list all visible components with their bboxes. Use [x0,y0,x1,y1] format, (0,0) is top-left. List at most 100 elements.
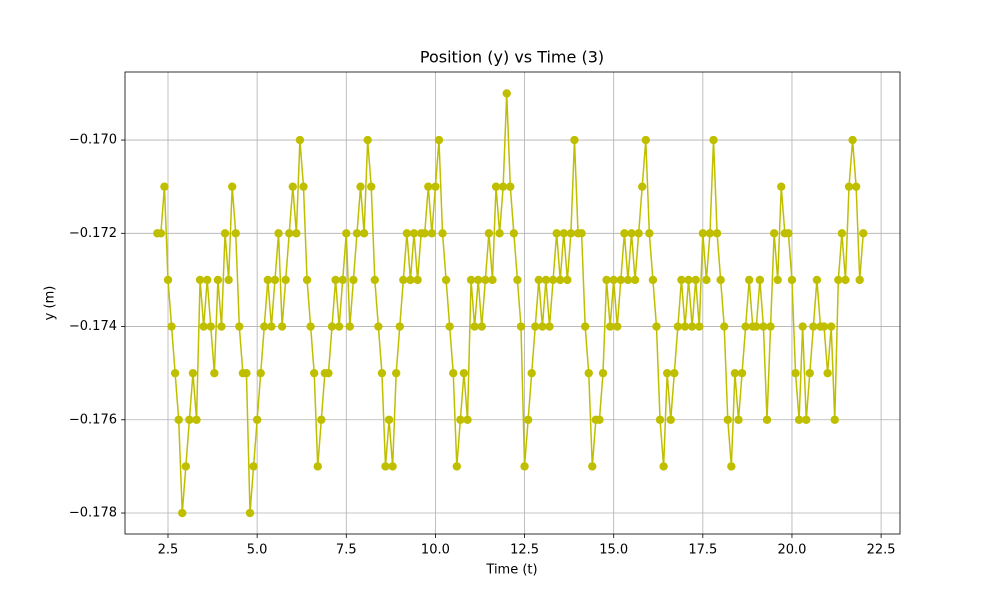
data-point [837,229,847,238]
data-point [830,415,839,424]
data-point [541,275,551,285]
data-point [691,275,700,285]
data-point [210,368,219,378]
data-point [292,229,301,238]
data-point [170,368,180,378]
data-point [577,229,586,238]
data-point [848,135,857,145]
data-point [498,182,508,191]
data-point [263,275,273,285]
data-point [477,322,486,331]
x-axis-label: Time (t) [485,563,537,578]
data-point [391,368,401,378]
data-point [352,229,362,238]
data-point [445,322,454,331]
data-point [334,322,344,331]
data-point [655,415,665,424]
data-point [267,322,276,331]
data-point [413,275,422,285]
data-point [466,275,476,285]
data-point [620,229,629,238]
data-point [402,229,412,238]
data-point [192,415,201,424]
data-point [580,322,590,331]
data-point [531,322,540,331]
data-point [777,182,786,191]
data-point [302,275,312,285]
data-point [516,322,526,331]
data-point [705,229,715,238]
x-tick-label: 2.5 [158,543,179,558]
data-point [185,415,194,424]
data-point [473,275,483,285]
data-point [449,368,458,378]
data-point [217,322,226,331]
y-tick-label: −0.170 [69,133,117,148]
axes-frame [124,71,901,535]
data-point [399,275,408,285]
x-tick-label: 17.5 [688,543,717,558]
data-point [388,462,397,471]
data-point [684,275,693,285]
data-point [456,415,465,424]
data-point [203,275,212,285]
data-point [627,229,636,238]
data-point [309,368,319,378]
data-point [623,275,633,285]
data-point [285,229,294,238]
data-point [673,322,683,331]
data-point [324,368,333,378]
x-tick-label: 5.0 [247,543,268,558]
data-point [488,275,497,285]
data-point [769,229,779,238]
data-point [249,462,258,471]
data-point [702,275,711,285]
data-point [823,368,832,378]
data-point [420,229,429,238]
data-point [338,275,347,285]
data-point [773,275,782,285]
data-point [595,415,604,424]
data-point [677,275,686,285]
data-point [195,275,205,285]
data-point [659,462,668,471]
data-point [231,229,240,238]
data-point [495,229,504,238]
data-point [652,322,661,331]
data-point [630,275,640,285]
data-point [281,275,290,285]
data-point [787,275,797,285]
data-point [156,229,166,238]
data-point [566,229,576,238]
data-point [766,322,775,331]
data-point [459,368,469,378]
data-point [313,462,322,471]
x-tick-label: 22.5 [867,543,896,558]
data-point [855,275,864,285]
data-point [791,368,800,378]
data-point [641,135,650,145]
data-point [723,415,732,424]
data-point [680,322,690,331]
data-point [527,368,536,378]
data-point [609,275,618,285]
data-point [548,275,558,285]
data-point [712,229,722,238]
data-point [670,368,679,378]
data-point [709,135,718,145]
data-point [295,135,305,145]
data-point [406,275,415,285]
data-point [737,368,747,378]
data-point [802,415,811,424]
data-point [491,182,501,191]
data-point [552,229,561,238]
x-tick-label: 20.0 [777,543,806,558]
data-point [844,182,854,191]
data-point [277,322,287,331]
data-point [206,322,215,331]
data-point [256,368,265,378]
data-point [648,275,658,285]
